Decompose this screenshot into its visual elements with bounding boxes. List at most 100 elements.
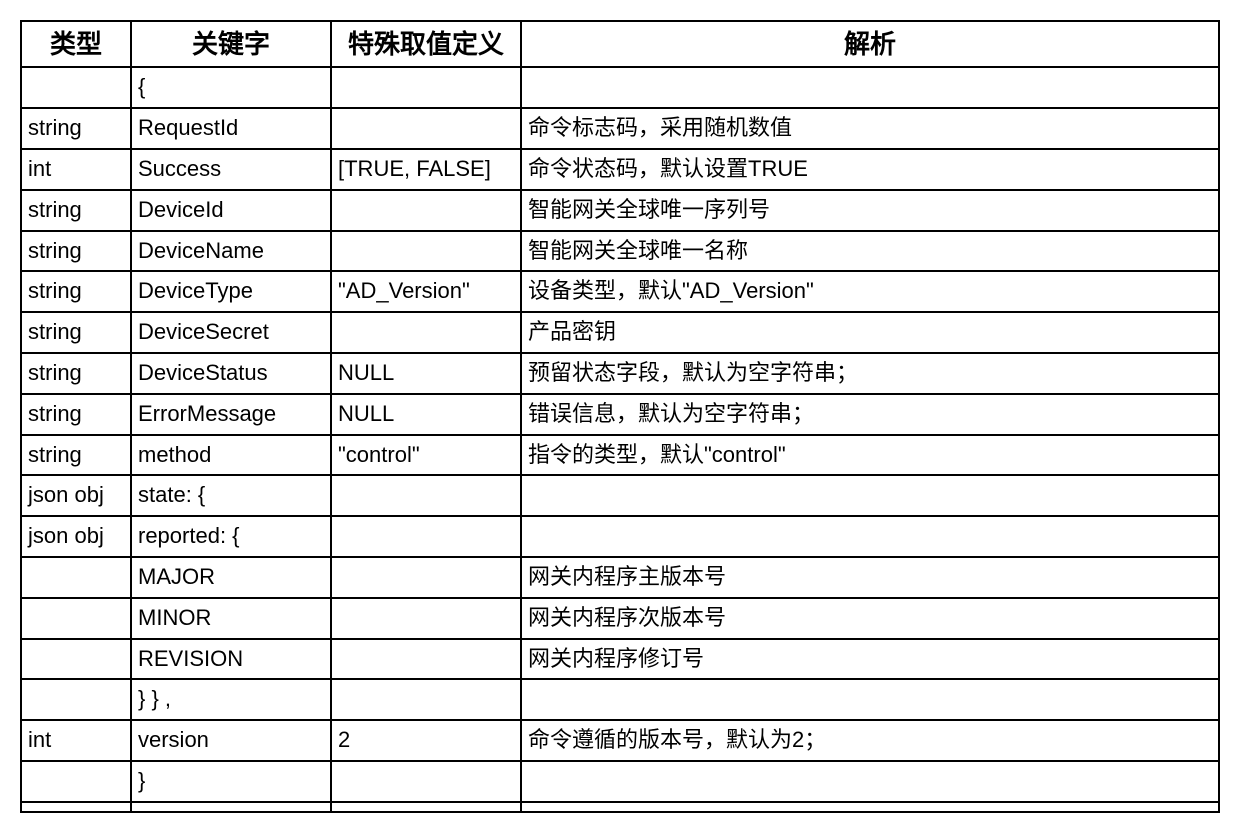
cell-desc: 网关内程序次版本号 [521, 598, 1219, 639]
cell-keyword [131, 802, 331, 812]
cell-special [331, 802, 521, 812]
cell-keyword: DeviceType [131, 271, 331, 312]
cell-keyword: MAJOR [131, 557, 331, 598]
cell-type [21, 557, 131, 598]
cell-desc: 网关内程序修订号 [521, 639, 1219, 680]
cell-keyword: DeviceId [131, 190, 331, 231]
cell-desc: 指令的类型，默认"control" [521, 435, 1219, 476]
cell-special [331, 108, 521, 149]
table-row: stringDeviceType"AD_Version"设备类型，默认"AD_V… [21, 271, 1219, 312]
cell-special: NULL [331, 394, 521, 435]
cell-desc: 智能网关全球唯一名称 [521, 231, 1219, 272]
cell-desc [521, 761, 1219, 802]
cell-special [331, 598, 521, 639]
cell-keyword: reported: { [131, 516, 331, 557]
cell-special [331, 557, 521, 598]
cell-desc: 命令标志码，采用随机数值 [521, 108, 1219, 149]
cell-desc [521, 802, 1219, 812]
cell-desc: 设备类型，默认"AD_Version" [521, 271, 1219, 312]
cell-special: NULL [331, 353, 521, 394]
cell-desc [521, 679, 1219, 720]
table-row: stringDeviceSecret 产品密钥 [21, 312, 1219, 353]
cell-special: [TRUE, FALSE] [331, 149, 521, 190]
table-row: stringRequestId 命令标志码，采用随机数值 [21, 108, 1219, 149]
header-special: 特殊取值定义 [331, 21, 521, 67]
cell-keyword: version [131, 720, 331, 761]
cell-type: int [21, 720, 131, 761]
table-row: stringDeviceStatusNULL预留状态字段，默认为空字符串； [21, 353, 1219, 394]
cell-keyword: ErrorMessage [131, 394, 331, 435]
cell-keyword: } [131, 761, 331, 802]
cell-type: int [21, 149, 131, 190]
table-row: } } , [21, 679, 1219, 720]
cell-desc [521, 516, 1219, 557]
table-body: {stringRequestId命令标志码，采用随机数值intSuccess[T… [21, 67, 1219, 811]
cell-keyword: method [131, 435, 331, 476]
cell-type: string [21, 435, 131, 476]
table-row: intversion2命令遵循的版本号，默认为2； [21, 720, 1219, 761]
cell-type [21, 761, 131, 802]
cell-desc: 错误信息，默认为空字符串； [521, 394, 1219, 435]
cell-type: string [21, 190, 131, 231]
cell-keyword: RequestId [131, 108, 331, 149]
header-desc: 解析 [521, 21, 1219, 67]
table-row [21, 802, 1219, 812]
cell-special: "AD_Version" [331, 271, 521, 312]
cell-special [331, 639, 521, 680]
cell-type [21, 598, 131, 639]
header-keyword: 关键字 [131, 21, 331, 67]
cell-special [331, 475, 521, 516]
cell-special [331, 761, 521, 802]
table-row: json objreported: { [21, 516, 1219, 557]
cell-type [21, 639, 131, 680]
table-row: stringDeviceName 智能网关全球唯一名称 [21, 231, 1219, 272]
cell-desc: 命令遵循的版本号，默认为2； [521, 720, 1219, 761]
spec-table: 类型 关键字 特殊取值定义 解析 {stringRequestId命令标志码，采… [20, 20, 1220, 813]
header-type: 类型 [21, 21, 131, 67]
cell-special [331, 679, 521, 720]
cell-desc [521, 67, 1219, 108]
table-row: stringmethod"control"指令的类型，默认"control" [21, 435, 1219, 476]
table-row: intSuccess[TRUE, FALSE]命令状态码，默认设置TRUE [21, 149, 1219, 190]
cell-keyword: REVISION [131, 639, 331, 680]
cell-desc: 命令状态码，默认设置TRUE [521, 149, 1219, 190]
cell-special: "control" [331, 435, 521, 476]
cell-type: string [21, 394, 131, 435]
cell-keyword: } } , [131, 679, 331, 720]
table-row: REVISION 网关内程序修订号 [21, 639, 1219, 680]
table-row: MAJOR 网关内程序主版本号 [21, 557, 1219, 598]
table-row: stringDeviceId 智能网关全球唯一序列号 [21, 190, 1219, 231]
cell-desc: 智能网关全球唯一序列号 [521, 190, 1219, 231]
cell-keyword: Success [131, 149, 331, 190]
cell-keyword: DeviceName [131, 231, 331, 272]
cell-type: string [21, 353, 131, 394]
cell-desc: 预留状态字段，默认为空字符串； [521, 353, 1219, 394]
cell-keyword: DeviceStatus [131, 353, 331, 394]
cell-desc: 网关内程序主版本号 [521, 557, 1219, 598]
cell-type: string [21, 312, 131, 353]
cell-desc: 产品密钥 [521, 312, 1219, 353]
cell-keyword: DeviceSecret [131, 312, 331, 353]
cell-type: json obj [21, 516, 131, 557]
cell-type: string [21, 108, 131, 149]
table-row: } [21, 761, 1219, 802]
cell-special [331, 312, 521, 353]
table-row: { [21, 67, 1219, 108]
cell-desc [521, 475, 1219, 516]
cell-type: string [21, 271, 131, 312]
cell-special [331, 67, 521, 108]
table-row: stringErrorMessageNULL错误信息，默认为空字符串； [21, 394, 1219, 435]
cell-keyword: state: { [131, 475, 331, 516]
header-row: 类型 关键字 特殊取值定义 解析 [21, 21, 1219, 67]
cell-keyword: MINOR [131, 598, 331, 639]
cell-type: string [21, 231, 131, 272]
cell-type [21, 802, 131, 812]
cell-type [21, 679, 131, 720]
cell-keyword: { [131, 67, 331, 108]
cell-special [331, 231, 521, 272]
cell-special [331, 516, 521, 557]
table-row: MINOR 网关内程序次版本号 [21, 598, 1219, 639]
cell-type [21, 67, 131, 108]
cell-special: 2 [331, 720, 521, 761]
cell-special [331, 190, 521, 231]
